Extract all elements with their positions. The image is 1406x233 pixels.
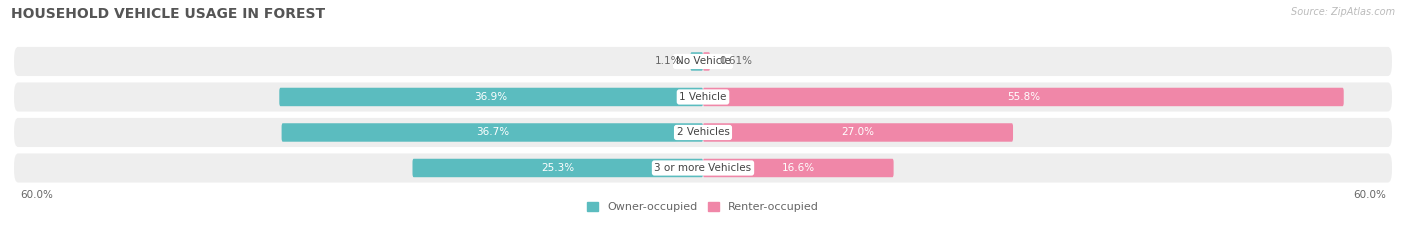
- Text: 1.1%: 1.1%: [655, 56, 681, 66]
- FancyBboxPatch shape: [690, 52, 703, 71]
- FancyBboxPatch shape: [703, 159, 894, 177]
- Text: 60.0%: 60.0%: [1354, 190, 1386, 200]
- FancyBboxPatch shape: [703, 52, 710, 71]
- FancyBboxPatch shape: [703, 123, 1012, 142]
- FancyBboxPatch shape: [703, 88, 1344, 106]
- FancyBboxPatch shape: [14, 82, 1392, 112]
- FancyBboxPatch shape: [14, 47, 1392, 76]
- Text: HOUSEHOLD VEHICLE USAGE IN FOREST: HOUSEHOLD VEHICLE USAGE IN FOREST: [11, 7, 325, 21]
- FancyBboxPatch shape: [14, 153, 1392, 182]
- FancyBboxPatch shape: [280, 88, 703, 106]
- FancyBboxPatch shape: [281, 123, 703, 142]
- Text: 60.0%: 60.0%: [20, 190, 52, 200]
- FancyBboxPatch shape: [412, 159, 703, 177]
- Text: 27.0%: 27.0%: [842, 127, 875, 137]
- Text: 1 Vehicle: 1 Vehicle: [679, 92, 727, 102]
- Text: 2 Vehicles: 2 Vehicles: [676, 127, 730, 137]
- Text: 0.61%: 0.61%: [720, 56, 752, 66]
- Text: 16.6%: 16.6%: [782, 163, 815, 173]
- Text: 3 or more Vehicles: 3 or more Vehicles: [654, 163, 752, 173]
- Text: 25.3%: 25.3%: [541, 163, 574, 173]
- Text: Source: ZipAtlas.com: Source: ZipAtlas.com: [1291, 7, 1395, 17]
- FancyBboxPatch shape: [14, 118, 1392, 147]
- Text: 36.9%: 36.9%: [475, 92, 508, 102]
- Text: No Vehicle: No Vehicle: [675, 56, 731, 66]
- Legend: Owner-occupied, Renter-occupied: Owner-occupied, Renter-occupied: [586, 202, 820, 212]
- Text: 55.8%: 55.8%: [1007, 92, 1040, 102]
- Text: 36.7%: 36.7%: [475, 127, 509, 137]
